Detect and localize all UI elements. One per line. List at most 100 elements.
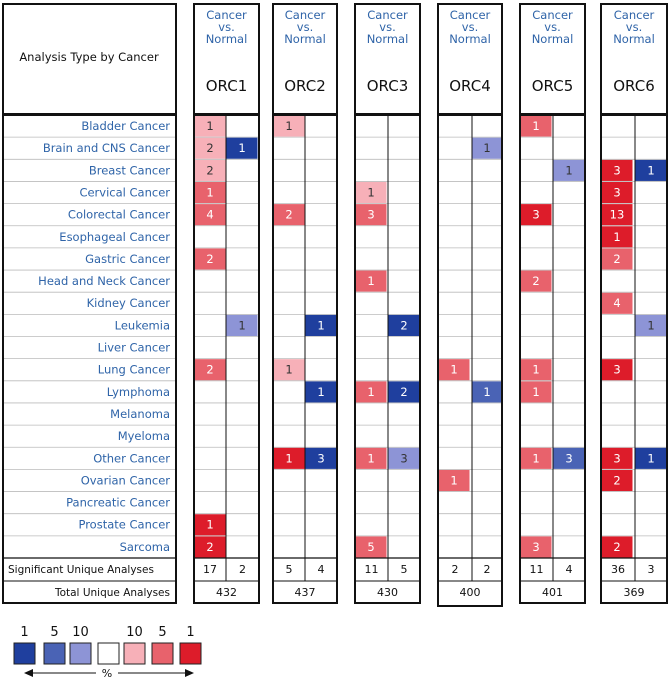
orc5-cell [520,447,552,469]
orc1-cell-count: 2 [206,252,213,266]
cancer-label-brain-and-cns-cancer: Brain and CNS Cancer [43,141,170,155]
orc3-cell [388,381,420,403]
orc1-header-cancer-vs-normal: Normal [206,32,248,46]
orc1-cell-count: 1 [206,518,213,532]
orc1-cell [194,181,226,204]
orc1-gene-name: ORC1 [206,77,248,95]
cancer-label-breast-cancer: Breast Cancer [89,163,170,177]
orc3-header-cancer-vs-normal: vs. [379,20,395,34]
orc2-cell [305,447,337,469]
legend-arrow-right-head [185,669,194,677]
orc6-cell [601,204,633,226]
orc6-cell-count: 3 [613,363,620,377]
orc1-total: 432 [216,586,237,599]
orc3-total: 430 [377,586,398,599]
orc2-cell-count: 1 [317,318,324,332]
orc2-header-cancer-vs-normal: Cancer [285,8,326,22]
orc5-body-box [519,114,586,604]
cancer-label-lung-cancer: Lung Cancer [98,363,171,377]
orc6-cell-count: 3 [613,163,620,177]
orc1-cell-count: 2 [206,363,213,377]
orc4-cell [472,137,502,159]
orc6-cell [601,248,633,270]
orc2-cell-count: 1 [317,385,324,399]
orc3-cell [355,381,387,403]
orc3-cell-count: 1 [367,385,374,399]
orc6-cell [601,226,633,248]
orc1-cell-count: 1 [238,318,245,332]
orc1-header-cancer-vs-normal: vs. [218,20,234,34]
orc1-cell [194,514,226,536]
cancer-label-lymphoma: Lymphoma [107,385,170,399]
orc2-cell [273,447,305,469]
orc1-cell [194,536,226,558]
orc1-cell-count: 1 [206,185,213,199]
orc2-header-cancer-vs-normal: Normal [284,32,326,46]
orc6-cell-count: 4 [613,296,620,310]
cancer-label-panel [2,114,177,604]
orc3-cell [388,314,420,336]
cancer-label-bladder-cancer: Bladder Cancer [81,119,170,133]
legend-swatch [43,642,66,665]
orc3-header-cancer-vs-normal: Cancer [367,8,408,22]
orc5-header-cancer-vs-normal: Cancer [532,8,573,22]
orc6-cell [635,314,667,336]
orc2-cell [305,314,337,336]
cancer-label-kidney-cancer: Kidney Cancer [87,296,171,310]
orc6-cell-count: 1 [647,451,654,465]
orc3-cell [388,447,420,469]
orc3-header-cancer-vs-normal: Normal [367,32,409,46]
orc3-cell-count: 1 [367,451,374,465]
orc5-cell-count: 1 [532,363,539,377]
cancer-label-liver-cancer: Liver Cancer [98,341,171,355]
orc6-total: 369 [624,586,645,599]
orc1-cell-count: 1 [206,119,213,133]
cancer-label-colorectal-cancer: Colorectal Cancer [68,208,170,222]
orc1-cell [194,248,226,270]
legend-label: 5 [158,625,166,640]
orc6-cell-count: 1 [647,318,654,332]
orc6-cell-count: 1 [647,163,654,177]
orc6-significant-up: 36 [611,563,625,576]
orc4-significant-up: 2 [452,563,459,576]
orc2-cell-count: 2 [285,208,292,222]
orc5-cell [520,381,552,403]
legend-swatch [69,642,92,665]
cancer-label-leukemia: Leukemia [115,318,170,332]
orc4-cell-count: 1 [450,363,457,377]
orc4-cell-count: 1 [450,473,457,487]
orc6-header-cancer-vs-normal: vs. [626,20,642,34]
orc1-cell [194,159,226,181]
orc4-header-cancer-vs-normal: vs. [462,20,478,34]
orc2-significant-down: 4 [318,563,325,576]
orc1-cell [194,137,226,159]
orc2-cell-count: 1 [285,119,292,133]
legend-swatch [13,642,36,665]
orc1-cell-count: 2 [206,540,213,554]
legend-label: 5 [50,625,58,640]
orc6-cell [601,159,633,181]
orc3-cell [355,447,387,469]
cancer-label-sarcoma: Sarcoma [120,540,170,554]
orc5-cell-count: 1 [532,451,539,465]
orc1-cell [226,314,258,336]
orc5-cell-count: 3 [532,540,539,554]
orc5-significant-up: 11 [530,563,544,576]
orc5-cell-count: 3 [532,208,539,222]
orc4-significant-down: 2 [484,563,491,576]
orc5-cell [520,536,552,558]
cancer-label-gastric-cancer: Gastric Cancer [85,252,170,266]
orc4-header-cancer-vs-normal: Cancer [450,8,491,22]
legend-label: 1 [20,625,28,640]
analysis-header-label: Analysis Type by Cancer [19,50,159,64]
orc5-cell [520,270,552,292]
orc3-cell-count: 2 [400,318,407,332]
orc6-cell [601,447,633,469]
orc4-gene-name: ORC4 [449,77,491,95]
orc2-cell [305,381,337,403]
orc1-cell [194,204,226,226]
orc6-header-cancer-vs-normal: Cancer [614,8,655,22]
orc3-cell [355,204,387,226]
orc3-cell-count: 2 [400,385,407,399]
cancer-label-esophageal-cancer: Esophageal Cancer [59,230,170,244]
